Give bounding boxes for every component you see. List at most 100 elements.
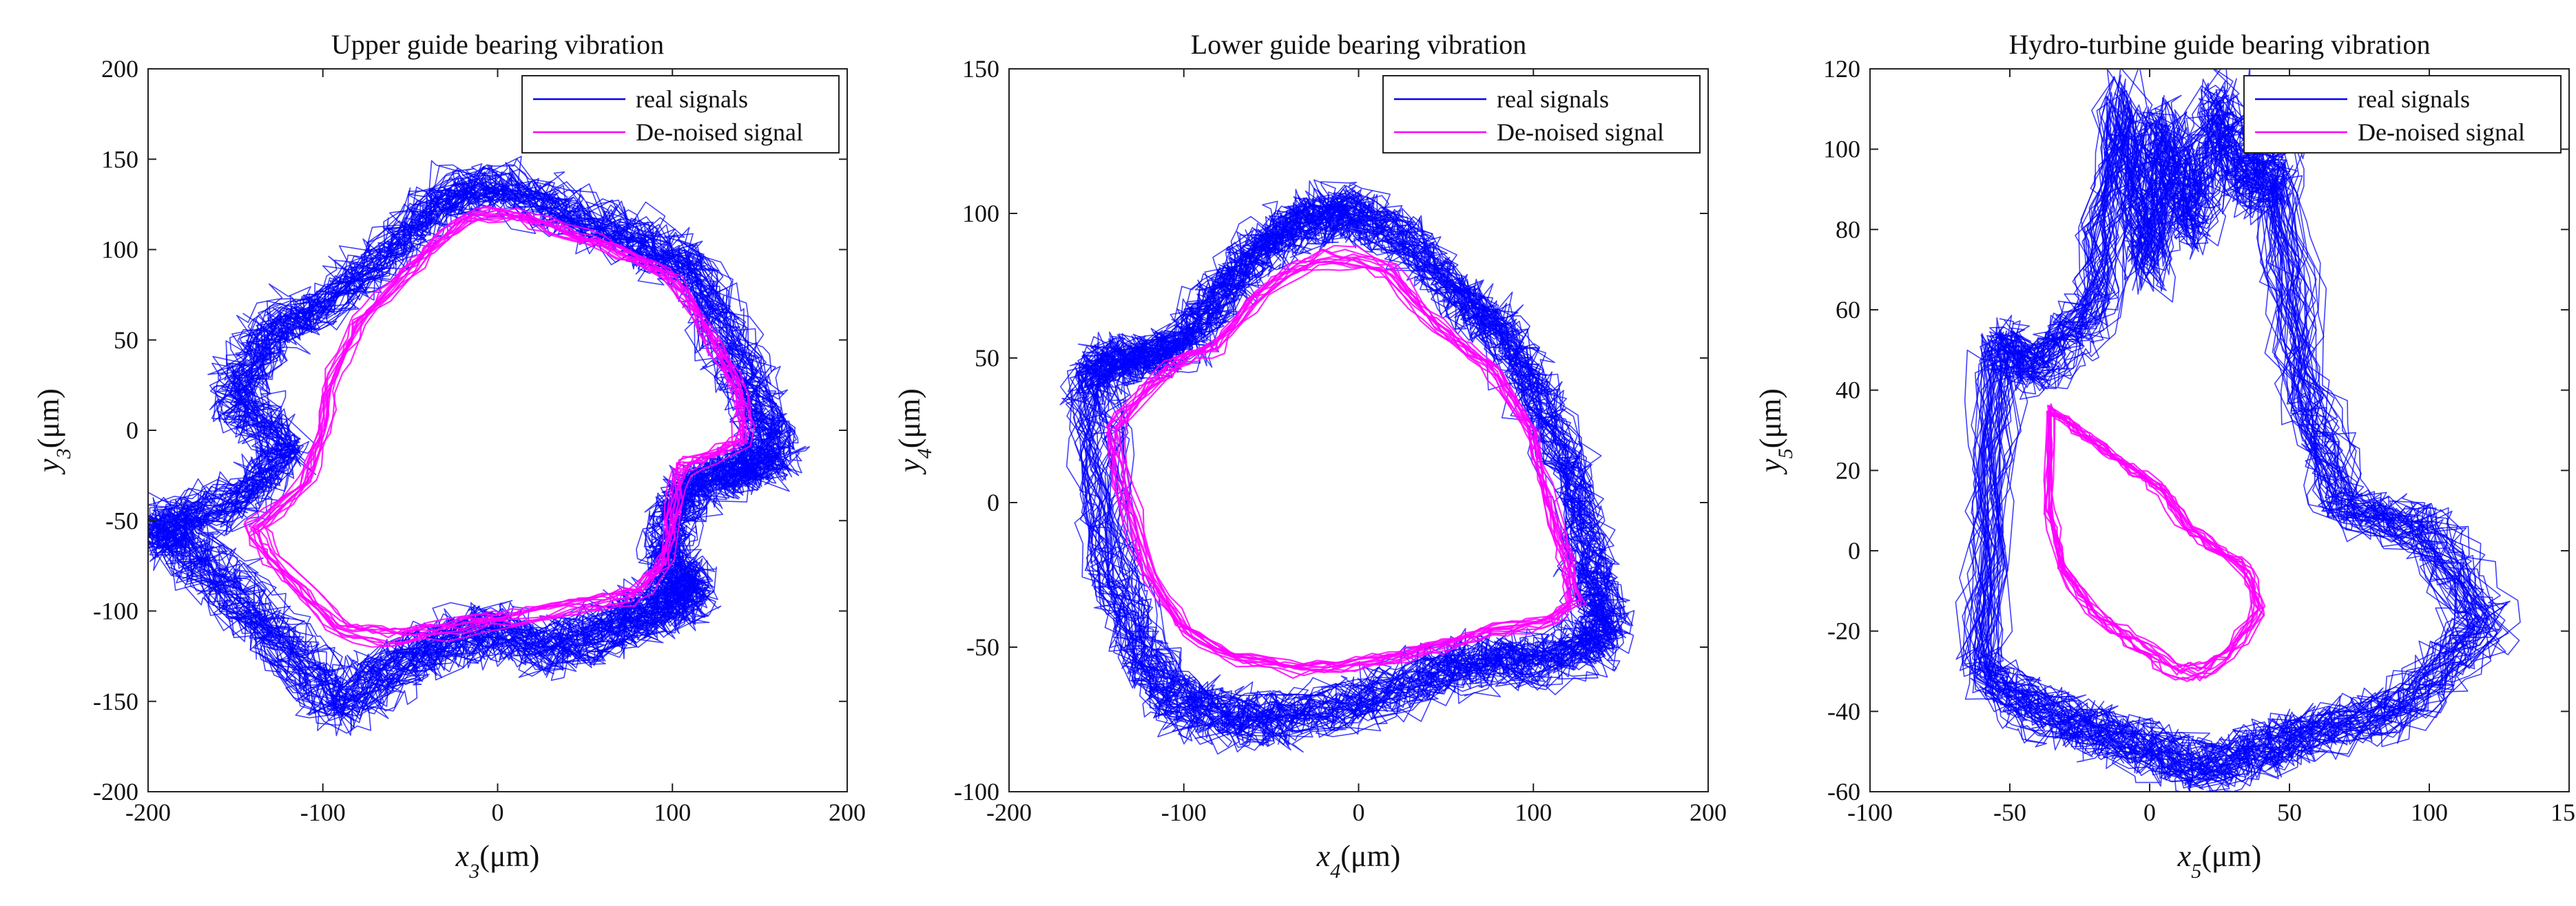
series-trace bbox=[2049, 409, 2254, 682]
legend: real signals De-noised signal bbox=[2243, 75, 2562, 154]
series-trace bbox=[1116, 266, 1587, 673]
series-trace bbox=[252, 209, 741, 645]
series-trace bbox=[1973, 114, 2460, 775]
x-tick-label: 50 bbox=[2277, 799, 2302, 826]
series-trace bbox=[1090, 189, 1603, 719]
y-tick-label: 0 bbox=[1848, 537, 1860, 565]
y-tick-label: 80 bbox=[1836, 215, 1860, 243]
x-tick-label: 0 bbox=[1353, 799, 1365, 826]
series-trace bbox=[1114, 257, 1581, 667]
series-trace bbox=[149, 175, 800, 717]
x-axis-label: x5(μm) bbox=[2177, 839, 2262, 883]
legend-label: real signals bbox=[2358, 85, 2470, 113]
x-tick-label: -100 bbox=[1161, 799, 1207, 826]
chart-panel-1: -200 -100 0 100 200 -200 -150 -100 -50 0 50 100 150 2… bbox=[32, 29, 866, 883]
x-tick-label: 200 bbox=[829, 799, 866, 826]
series-trace bbox=[1962, 83, 2476, 785]
series-trace bbox=[1105, 202, 1614, 727]
series-trace bbox=[1114, 248, 1573, 668]
y-tick-label: 0 bbox=[987, 489, 999, 516]
series-trace bbox=[2046, 410, 2263, 667]
series-trace bbox=[243, 211, 752, 639]
y-tick-label: 0 bbox=[126, 417, 138, 444]
series-trace bbox=[148, 179, 775, 702]
y-tick-label: -40 bbox=[1827, 697, 1860, 725]
series-trace bbox=[158, 183, 777, 717]
chart-title: Lower guide bearing vibration bbox=[1191, 29, 1527, 60]
y-axis-label: y4(μm) bbox=[893, 388, 936, 475]
series-trace bbox=[2048, 412, 2260, 682]
y-axis-label: y3(μm) bbox=[32, 388, 75, 475]
x-tick-label: -100 bbox=[1847, 799, 1893, 826]
axes-box bbox=[1869, 68, 2570, 792]
y-tick-label: -100 bbox=[954, 778, 999, 805]
x-tick-label: 0 bbox=[492, 799, 504, 826]
x-tick-label: -50 bbox=[1993, 799, 2026, 826]
series-trace bbox=[174, 180, 767, 698]
y-axis-label: y5(μm) bbox=[1754, 388, 1797, 475]
x-tick-label: 150 bbox=[2551, 799, 2576, 826]
series-trace bbox=[265, 213, 742, 634]
y-tick-label: 60 bbox=[1836, 296, 1860, 324]
legend-label: De-noised signal bbox=[636, 118, 803, 146]
y-tick-label: 100 bbox=[101, 236, 138, 264]
legend-box bbox=[521, 75, 840, 154]
x-axis-label: x3(μm) bbox=[455, 839, 540, 883]
y-tick-label: 200 bbox=[101, 55, 138, 83]
y-tick-label: 50 bbox=[975, 344, 999, 372]
y-tick-label: -100 bbox=[93, 598, 138, 625]
series-trace bbox=[251, 214, 746, 634]
series-de-noised-signal bbox=[1105, 244, 1587, 680]
x-tick-label: 100 bbox=[1515, 799, 1552, 826]
legend: real signals De-noised signal bbox=[1382, 75, 1701, 154]
y-tick-label: -50 bbox=[105, 507, 138, 534]
x-axis-label: x4(μm) bbox=[1316, 839, 1401, 883]
y-tick-label: 100 bbox=[962, 200, 999, 227]
y-tick-label: 100 bbox=[1823, 136, 1860, 163]
legend-box bbox=[2243, 75, 2562, 154]
series-trace bbox=[1973, 92, 2459, 783]
series-trace bbox=[1074, 190, 1619, 752]
plot-lines bbox=[1955, 69, 2521, 792]
series-de-noised-signal bbox=[2043, 403, 2266, 682]
chart-title: Hydro-turbine guide bearing vibration bbox=[2008, 29, 2430, 60]
legend-label: De-noised signal bbox=[1497, 118, 1664, 146]
y-tick-label: 40 bbox=[1836, 377, 1860, 404]
series-trace bbox=[1103, 217, 1626, 718]
series-real-signals bbox=[1955, 69, 2521, 792]
x-tick-label: -100 bbox=[300, 799, 346, 826]
x-tick-label: 100 bbox=[2411, 799, 2448, 826]
x-tick-label: 0 bbox=[2143, 799, 2156, 826]
series-trace bbox=[2044, 410, 2265, 681]
y-tick-label: 120 bbox=[1823, 55, 1860, 83]
series-trace bbox=[1118, 249, 1571, 680]
plot-lines bbox=[1059, 179, 1635, 755]
series-trace bbox=[148, 182, 760, 720]
legend-label: De-noised signal bbox=[2358, 118, 2525, 146]
y-tick-label: -60 bbox=[1827, 778, 1860, 805]
y-tick-label: -50 bbox=[966, 633, 999, 661]
series-de-noised-signal bbox=[243, 205, 756, 648]
y-tick-label: -20 bbox=[1827, 618, 1860, 645]
plot-lines bbox=[148, 156, 811, 737]
legend-label: real signals bbox=[636, 85, 748, 113]
legend-label: real signals bbox=[1497, 85, 1609, 113]
x-tick-label: -200 bbox=[125, 799, 171, 826]
y-tick-label: 150 bbox=[962, 55, 999, 83]
legend-box bbox=[1382, 75, 1701, 154]
y-tick-label: -150 bbox=[93, 688, 138, 715]
series-trace bbox=[1079, 196, 1628, 735]
x-tick-label: 200 bbox=[1690, 799, 1727, 826]
series-trace bbox=[1982, 97, 2481, 782]
chart-title: Upper guide bearing vibration bbox=[331, 29, 664, 60]
series-trace bbox=[155, 182, 775, 712]
series-trace bbox=[148, 184, 790, 724]
series-trace bbox=[151, 177, 794, 702]
y-tick-label: 150 bbox=[101, 145, 138, 173]
x-tick-label: -200 bbox=[986, 799, 1032, 826]
y-tick-label: -200 bbox=[93, 778, 138, 805]
y-tick-label: 50 bbox=[114, 326, 138, 354]
series-trace bbox=[1962, 90, 2465, 786]
